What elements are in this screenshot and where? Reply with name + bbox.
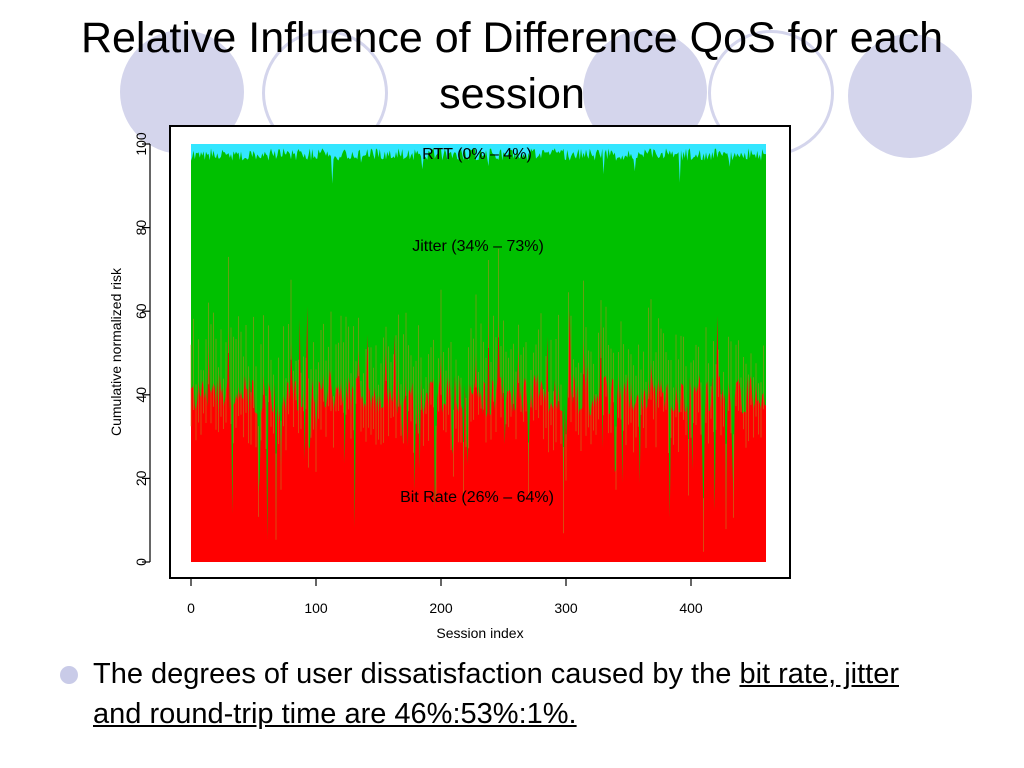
bullet-text-underlined: bit rate, jitter and round-trip time are… — [93, 658, 899, 730]
y-tick-label: 60 — [133, 303, 149, 319]
x-axis-label: Session index — [436, 625, 523, 641]
x-tick-label: 100 — [304, 600, 328, 616]
x-tick-label: 200 — [429, 600, 453, 616]
bullet-text: The degrees of user dissatisfaction caus… — [93, 654, 953, 734]
y-tick-label: 0 — [133, 558, 149, 566]
x-tick-label: 0 — [187, 600, 195, 616]
series-label-jitter: Jitter (34% – 73%) — [412, 238, 544, 255]
chart-ticks: 0 100 200 300 400 0 20 40 60 80 100 — [133, 132, 703, 616]
series-label-bit-rate: Bit Rate (26% – 64%) — [400, 489, 554, 506]
x-tick-label: 400 — [679, 600, 703, 616]
y-tick-label: 20 — [133, 470, 149, 486]
circle-bullet-icon — [60, 666, 78, 684]
chart-plot-area — [190, 144, 766, 562]
x-tick-label: 300 — [554, 600, 578, 616]
y-tick-label: 80 — [133, 220, 149, 236]
y-tick-label: 40 — [133, 387, 149, 403]
y-tick-label: 100 — [133, 132, 149, 156]
slide-title: Relative Influence of Difference QoS for… — [80, 14, 944, 118]
decorative-circle — [848, 34, 972, 158]
bullet-text-plain: The degrees of user dissatisfaction caus… — [93, 658, 740, 690]
y-axis-label: Cumulative normalized risk — [108, 267, 124, 436]
series-label-rtt: RTT (0% – 4%) — [422, 146, 532, 163]
series-area-bit-rate — [191, 306, 766, 562]
series-noise-lines — [190, 248, 764, 552]
chart-axes — [149, 144, 689, 579]
